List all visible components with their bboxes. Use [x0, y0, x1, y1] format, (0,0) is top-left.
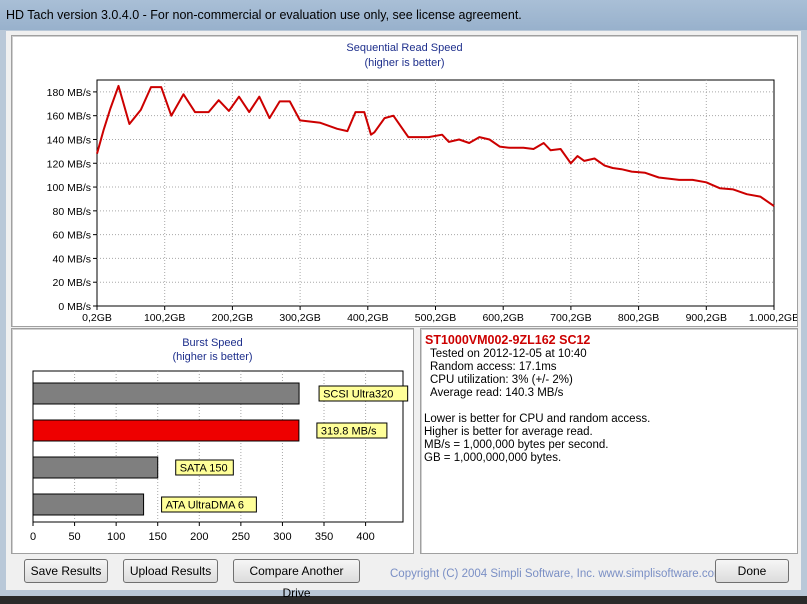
- read-speed-line: [96, 84, 775, 207]
- drive-info-panel: ST1000VM002-9ZL162 SC12 Tested on 2012-1…: [420, 328, 798, 554]
- x-tick-label: 800,2GB: [618, 312, 659, 324]
- burst-speed-panel: Burst Speed (higher is better) 0 50 100 150…: [11, 328, 414, 554]
- burst-bar-label: SCSI Ultra320: [323, 389, 393, 401]
- burst-bar-label: SATA 150: [180, 463, 228, 475]
- note-line: MB/s = 1,000,000 bytes per second.: [424, 439, 609, 451]
- burst-bar: [32, 382, 300, 405]
- burst-x-tick-label: 350: [315, 531, 333, 543]
- plot-area: [96, 79, 775, 307]
- x-tick-label: 700,2GB: [550, 312, 591, 324]
- burst-x-tick-label: 200: [190, 531, 208, 543]
- burst-bar: [32, 493, 145, 516]
- title-bar[interactable]: HD Tach version 3.0.4.0 - For non-commer…: [0, 0, 807, 30]
- client-area: Sequential Read Speed (higher is better)…: [6, 31, 801, 600]
- read-chart-subtitle: (higher is better): [364, 57, 445, 69]
- x-tick-label: 1.000,2GB: [749, 312, 797, 324]
- sequential-read-chart: 0 MB/s 20 MB/s 40 MB/s 60 MB/s 80 MB/s 100 MB…: [47, 79, 797, 324]
- x-tick-label: 100,2GB: [144, 312, 185, 324]
- y-tick-label: 0 MB/s: [58, 301, 91, 313]
- burst-bar: [32, 419, 300, 442]
- burst-bar: [32, 456, 159, 479]
- burst-speed-chart: 0 50 100 150 200 250 300 350 400 SCSI Ultra320 319…: [30, 370, 409, 543]
- random-access-text: Random access: 17.1ms: [430, 361, 557, 373]
- note-line: Higher is better for average read.: [424, 426, 593, 438]
- tested-on-text: Tested on 2012-12-05 at 10:40: [430, 348, 587, 360]
- cpu-utilization-text: CPU utilization: 3% (+/- 2%): [430, 374, 573, 386]
- burst-label-box: [161, 496, 257, 513]
- drive-name: ST1000VM002-9ZL162 SC12: [425, 333, 591, 347]
- burst-bar-label: ATA UltraDMA 6: [166, 500, 244, 512]
- burst-label-box: [175, 459, 234, 476]
- y-tick-label: 40 MB/s: [52, 253, 91, 265]
- y-tick-label: 80 MB/s: [52, 206, 91, 218]
- x-tick-label: 0,2GB: [82, 312, 112, 324]
- note-line: Lower is better for CPU and random acces…: [424, 413, 651, 425]
- read-chart-title: Sequential Read Speed: [346, 42, 463, 54]
- burst-x-tick-label: 250: [232, 531, 250, 543]
- y-tick-label: 60 MB/s: [52, 230, 91, 242]
- x-tick-label: 300,2GB: [279, 312, 320, 324]
- burst-x-tick-label: 150: [149, 531, 167, 543]
- burst-label-box: [318, 385, 409, 402]
- compare-another-drive-button[interactable]: Compare Another Drive: [233, 559, 360, 600]
- copyright-text[interactable]: Copyright (C) 2004 Simpli Software, Inc.…: [390, 568, 724, 580]
- y-tick-label: 180 MB/s: [47, 87, 91, 99]
- burst-x-tick-label: 400: [356, 531, 374, 543]
- burst-label-box: [316, 422, 388, 439]
- x-tick-label: 500,2GB: [415, 312, 456, 324]
- y-tick-label: 120 MB/s: [47, 158, 91, 170]
- x-tick-label: 200,2GB: [212, 312, 253, 324]
- burst-x-tick-label: 300: [273, 531, 291, 543]
- x-tick-label: 600,2GB: [482, 312, 523, 324]
- average-read-text: Average read: 140.3 MB/s: [430, 387, 564, 399]
- done-button[interactable]: Done: [715, 559, 789, 583]
- burst-chart-subtitle: (higher is better): [172, 351, 253, 363]
- window-title: HD Tach version 3.0.4.0 - For non-commer…: [6, 8, 522, 22]
- x-tick-label: 400,2GB: [347, 312, 388, 324]
- y-tick-label: 140 MB/s: [47, 134, 91, 146]
- burst-x-tick-label: 50: [68, 531, 80, 543]
- save-results-button[interactable]: Save Results: [24, 559, 108, 583]
- sequential-read-panel: Sequential Read Speed (higher is better)…: [11, 35, 798, 327]
- y-tick-label: 20 MB/s: [52, 277, 91, 289]
- y-tick-label: 100 MB/s: [47, 182, 91, 194]
- x-tick-label: 900,2GB: [686, 312, 727, 324]
- y-tick-label: 160 MB/s: [47, 111, 91, 123]
- burst-chart-title: Burst Speed: [182, 337, 243, 349]
- burst-x-tick-label: 100: [107, 531, 125, 543]
- upload-results-button[interactable]: Upload Results: [123, 559, 218, 583]
- burst-bar-label: 319.8 MB/s: [321, 426, 377, 438]
- burst-x-tick-label: 0: [30, 531, 36, 543]
- note-line: GB = 1,000,000,000 bytes.: [424, 452, 562, 464]
